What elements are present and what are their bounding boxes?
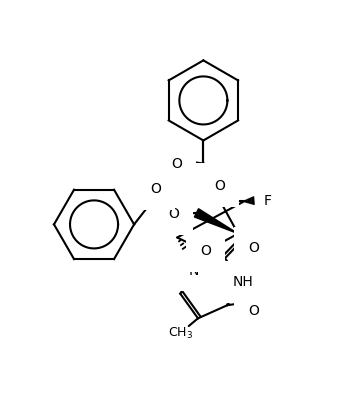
Text: N: N bbox=[189, 264, 199, 278]
Text: O: O bbox=[248, 241, 259, 254]
Text: O: O bbox=[171, 158, 182, 171]
Text: F: F bbox=[263, 194, 271, 208]
Text: NH: NH bbox=[232, 275, 253, 289]
Polygon shape bbox=[194, 209, 238, 234]
Text: O: O bbox=[168, 208, 179, 221]
Text: CH$_3$: CH$_3$ bbox=[168, 326, 194, 341]
Polygon shape bbox=[215, 177, 224, 201]
Text: O: O bbox=[208, 177, 219, 190]
Text: O: O bbox=[150, 182, 161, 196]
Text: O: O bbox=[200, 244, 211, 258]
Text: O: O bbox=[171, 158, 182, 171]
Text: O: O bbox=[248, 304, 259, 317]
Text: O: O bbox=[214, 179, 225, 193]
